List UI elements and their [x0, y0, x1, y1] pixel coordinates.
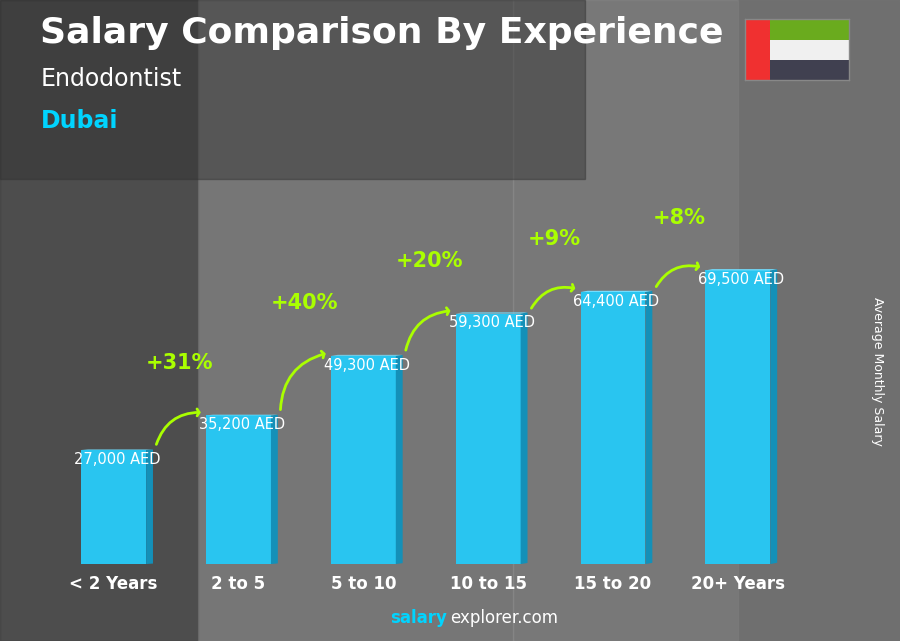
Text: Endodontist: Endodontist	[40, 67, 182, 91]
Text: salary: salary	[391, 609, 447, 627]
Polygon shape	[645, 291, 652, 564]
Polygon shape	[770, 269, 778, 564]
Text: +9%: +9%	[527, 229, 580, 249]
Bar	[513, 0, 738, 641]
Bar	[198, 0, 513, 641]
Bar	[455, 313, 520, 564]
Polygon shape	[580, 291, 652, 292]
Polygon shape	[520, 312, 527, 564]
Bar	[706, 271, 770, 564]
Bar	[0, 0, 198, 641]
Bar	[580, 292, 645, 564]
Polygon shape	[396, 355, 402, 564]
Text: +20%: +20%	[395, 251, 463, 271]
Polygon shape	[455, 312, 527, 313]
Text: 64,400 AED: 64,400 AED	[573, 294, 660, 309]
Bar	[745, 60, 849, 80]
Bar	[745, 19, 849, 40]
Bar	[738, 0, 900, 641]
Text: 49,300 AED: 49,300 AED	[324, 358, 410, 372]
Polygon shape	[706, 269, 778, 271]
Text: +8%: +8%	[652, 208, 706, 228]
Text: Average Monthly Salary: Average Monthly Salary	[871, 297, 884, 446]
Text: Dubai: Dubai	[40, 109, 118, 133]
Bar	[745, 19, 770, 80]
Text: +40%: +40%	[271, 293, 338, 313]
Text: 59,300 AED: 59,300 AED	[448, 315, 535, 330]
Text: +31%: +31%	[146, 353, 213, 372]
Text: Salary Comparison By Experience: Salary Comparison By Experience	[40, 16, 724, 50]
Polygon shape	[331, 355, 402, 356]
Text: 35,200 AED: 35,200 AED	[199, 417, 285, 432]
Text: 69,500 AED: 69,500 AED	[698, 272, 785, 287]
Polygon shape	[271, 415, 278, 564]
Bar	[206, 415, 271, 564]
Text: 27,000 AED: 27,000 AED	[74, 452, 160, 467]
Bar	[0, 0, 585, 179]
Bar	[81, 450, 146, 564]
Bar	[745, 40, 849, 60]
Text: explorer.com: explorer.com	[450, 609, 558, 627]
Polygon shape	[146, 449, 153, 564]
Bar	[331, 356, 396, 564]
